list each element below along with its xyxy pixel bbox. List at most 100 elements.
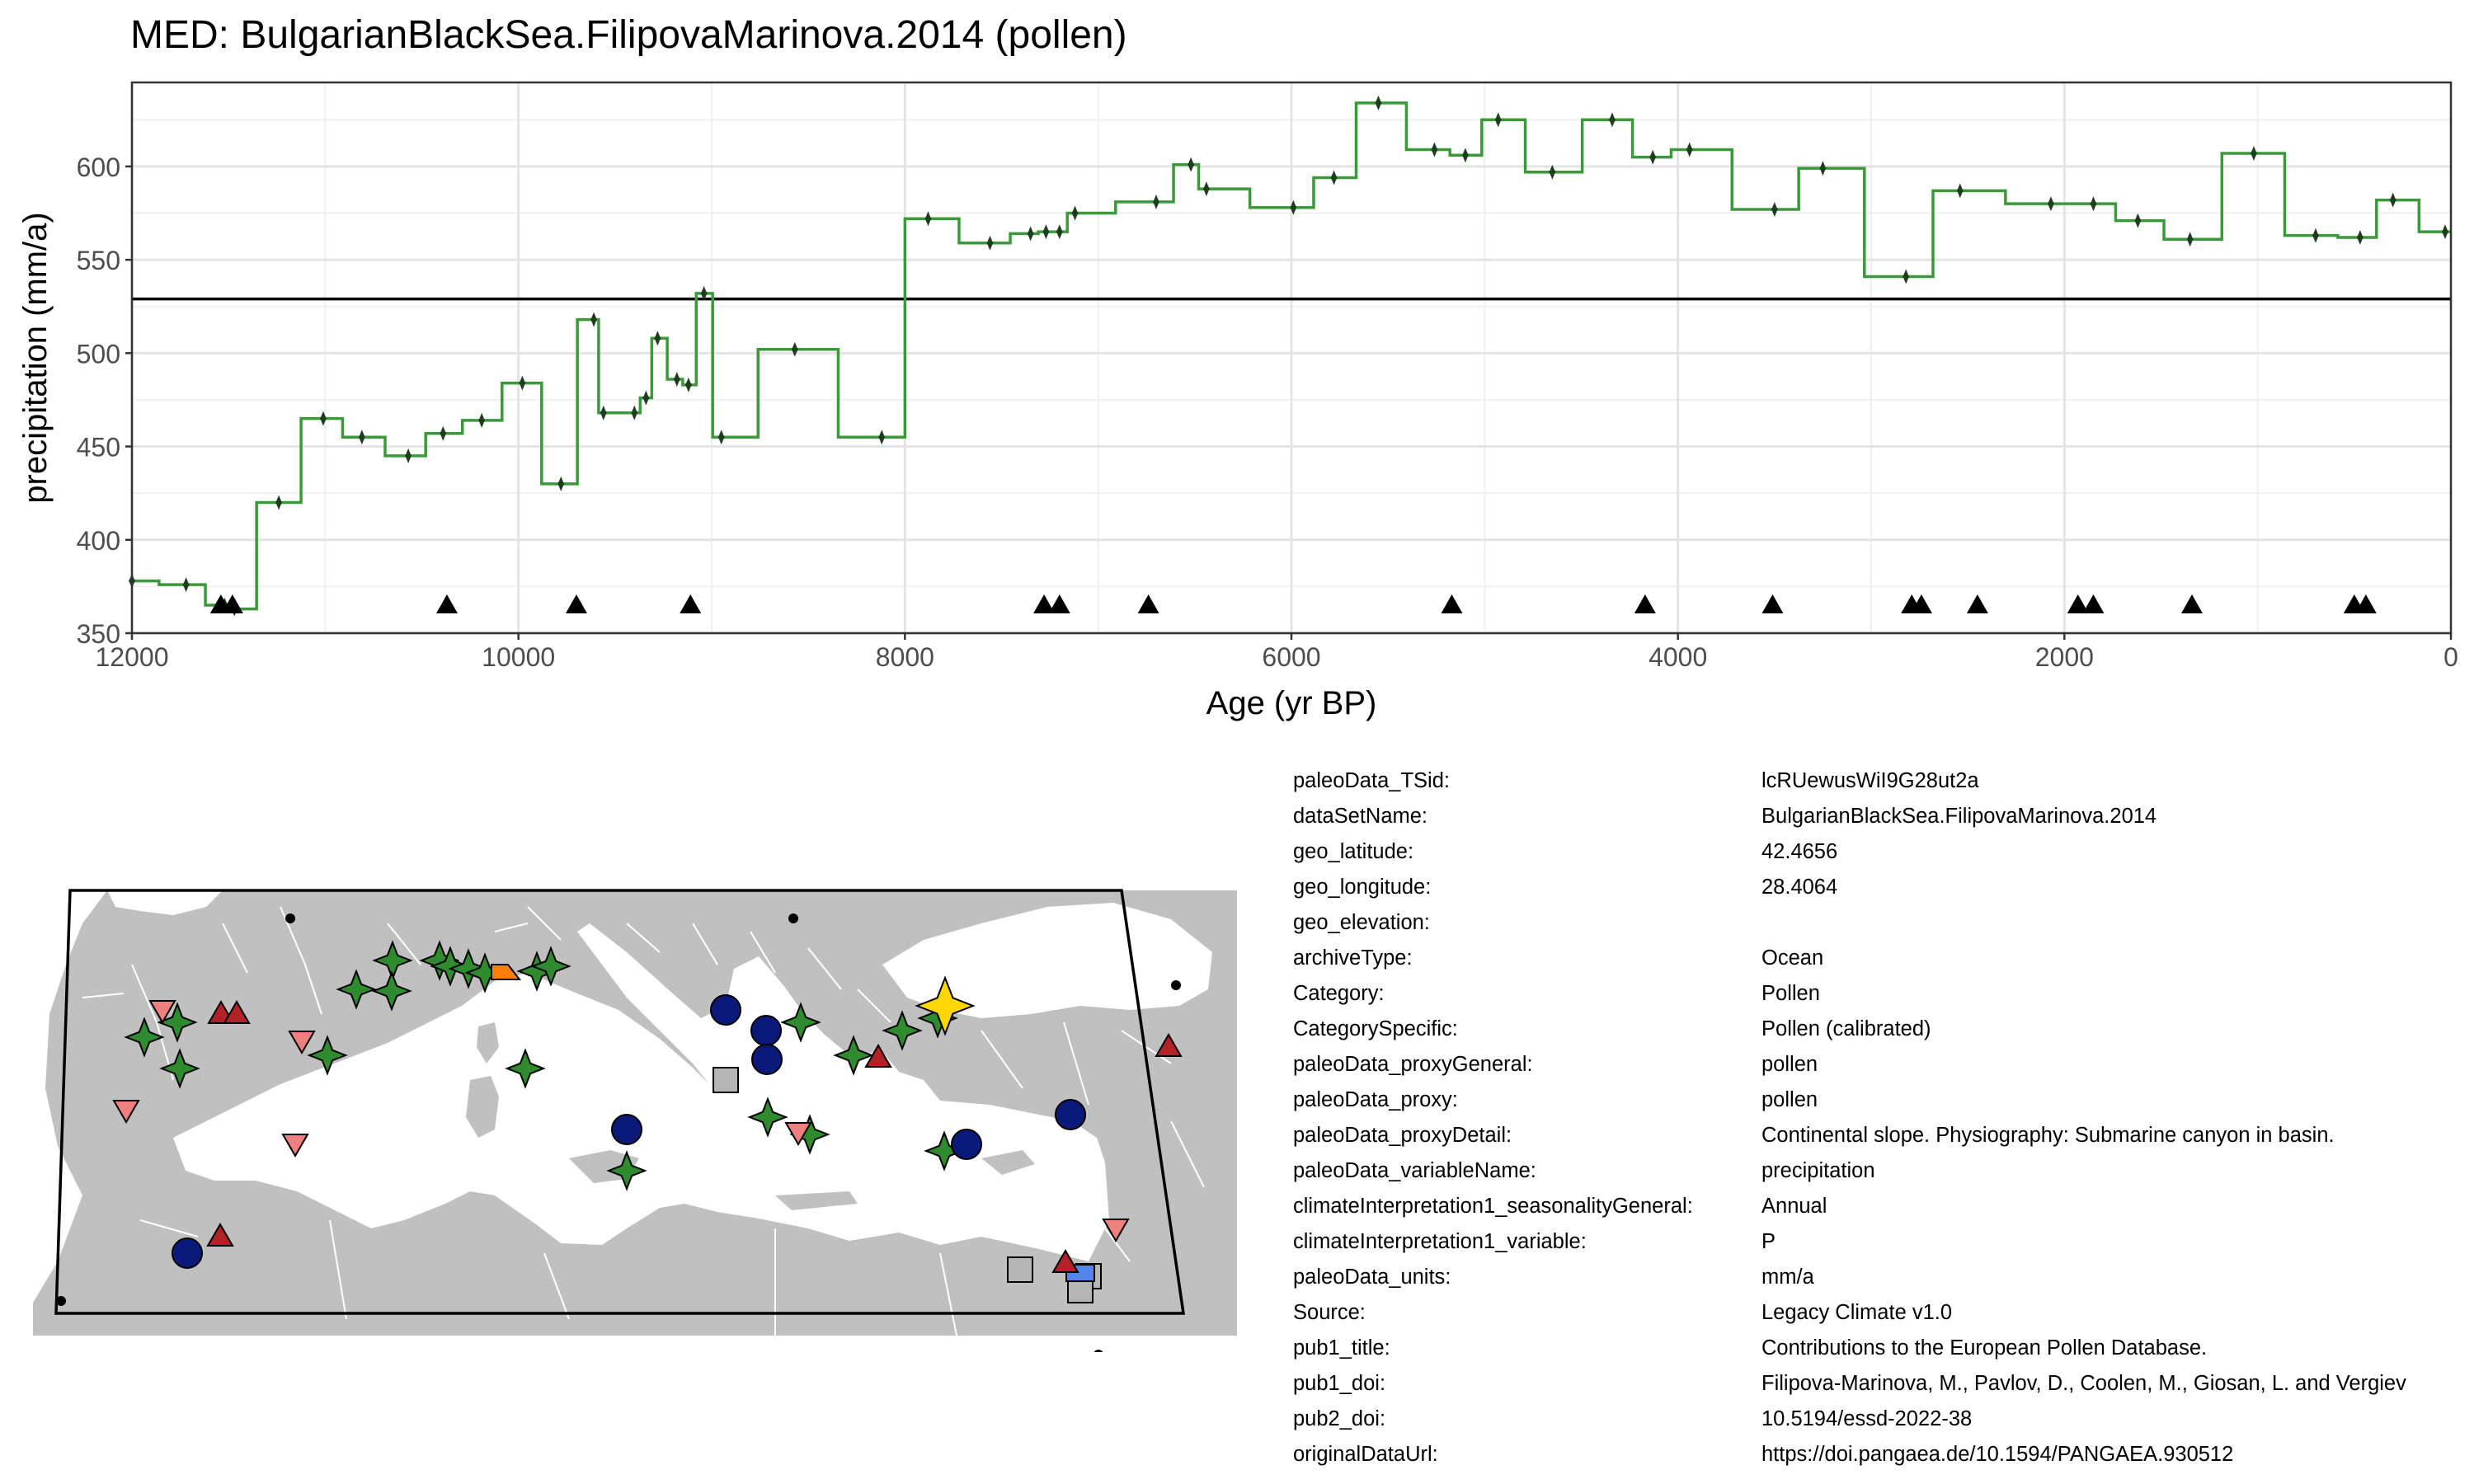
x-tick-label: 12000 (96, 642, 169, 672)
metadata-key: pub2_doi: (1293, 1407, 1386, 1430)
metadata-value: pollen (1761, 1088, 1818, 1111)
data-point (2356, 229, 2363, 245)
metadata-key: pub1_title: (1293, 1336, 1390, 1360)
metadata-key: paleoData_TSid: (1293, 769, 1450, 792)
age-marker (1137, 594, 1159, 614)
metadata-key: dataSetName: (1293, 805, 1428, 828)
age-markers (209, 594, 2377, 614)
age-marker (1910, 594, 1932, 614)
metadata-value: Legacy Climate v1.0 (1761, 1301, 1953, 1324)
metadata-value: Contributions to the European Pollen Dat… (1761, 1336, 2208, 1360)
metadata-value: 42.4656 (1761, 840, 1838, 863)
data-point (2389, 192, 2396, 208)
data-point (557, 476, 565, 491)
map-frame (54, 889, 1186, 1315)
age-marker (1033, 594, 1056, 614)
data-point (1956, 183, 1964, 199)
age-marker (1634, 594, 1656, 614)
data-point (642, 390, 650, 406)
data-point (2090, 196, 2097, 212)
metadata-value: Ocean (1761, 946, 1824, 970)
site-pollen (124, 1017, 165, 1058)
site-pollen (833, 1035, 874, 1076)
x-tick-label: 4000 (1649, 642, 1707, 672)
atlantic (33, 890, 107, 1303)
map-sites (112, 940, 1183, 1303)
age-marker (565, 594, 587, 614)
metadata-value: Filipova-Marinova, M., Pavlov, D., Coole… (1761, 1372, 2406, 1395)
site-pollen (505, 1048, 546, 1089)
site-pollen (747, 1097, 788, 1138)
data-point (1461, 148, 1469, 163)
data-point (878, 430, 886, 445)
site-triangle-down (288, 1031, 316, 1055)
site-triangle-down (112, 1100, 140, 1125)
chart-title: MED: BulgarianBlackSea.FilipovaMarinova.… (130, 13, 1127, 57)
age-marker (2082, 594, 2105, 614)
data-point (1202, 181, 1210, 197)
metadata-value: 10.5194/essd-2022-38 (1761, 1407, 1973, 1430)
data-point (1071, 205, 1079, 221)
data-point (1056, 224, 1063, 240)
site-circle (172, 1237, 203, 1269)
data-point (1290, 200, 1297, 215)
metadata-value: lcRUewusWiI9G28ut2a (1761, 769, 1979, 792)
aegean-sea (767, 1039, 891, 1138)
metadata-value: P (1761, 1230, 1776, 1253)
site-circle (710, 994, 741, 1026)
age-marker (221, 594, 243, 614)
x-tick-label: 10000 (482, 642, 555, 672)
metadata-value: Continental slope. Physiography: Submari… (1761, 1124, 2335, 1147)
y-axis-label: precipitation (mm/a) (17, 212, 54, 503)
data-point (2047, 196, 2054, 212)
age-marker (2067, 594, 2089, 614)
map-land (33, 890, 1237, 1336)
data-point (519, 375, 526, 391)
site-circle (750, 1015, 782, 1046)
age-marker (1761, 594, 1784, 614)
site-circle (1055, 1099, 1086, 1130)
frame-dot (1094, 1350, 1103, 1352)
data-point (405, 448, 412, 463)
data-point (631, 405, 638, 420)
age-marker (1048, 594, 1070, 614)
x-tick-label: 0 (2443, 642, 2458, 672)
data-point (440, 425, 447, 441)
metadata-value: https://doi.pangaea.de/10.1594/PANGAEA.9… (1761, 1443, 2234, 1466)
site-triangle-down (1102, 1219, 1130, 1243)
y-tick-label: 350 (77, 619, 120, 649)
data-point (2186, 232, 2194, 247)
black-sea (882, 903, 1212, 1018)
island-sardinia (466, 1076, 499, 1138)
metadata-key: geo_elevation: (1293, 911, 1430, 934)
y-axis: 350 400 450 500 550 600 (77, 153, 132, 649)
site-triangle (206, 1222, 234, 1247)
site-pollen (606, 1150, 647, 1191)
site-orange (491, 964, 522, 980)
site-pollen (882, 1010, 923, 1051)
data-point (319, 411, 327, 426)
site-pollen (371, 970, 412, 1012)
y-tick-label: 400 (77, 526, 120, 556)
x-tick-label: 6000 (1262, 642, 1320, 672)
site-triangle-down (784, 1122, 812, 1147)
mediterranean-sea (173, 923, 1109, 1261)
site-triangle (864, 1043, 892, 1068)
data-point (1771, 201, 1778, 217)
metadata-value: Pollen (1761, 982, 1820, 1005)
site-pollen (430, 946, 471, 987)
data-point (2312, 228, 2320, 243)
site-square (713, 1067, 739, 1093)
site-pollen (915, 975, 976, 1036)
data-point (1431, 142, 1438, 157)
data-point (358, 430, 365, 445)
island-crete (775, 1191, 858, 1210)
data-point (791, 341, 798, 357)
site-circle (611, 1114, 642, 1145)
site-triangle (223, 999, 251, 1024)
site-circle (751, 1044, 783, 1075)
x-axis-label: Age (yr BP) (1206, 685, 1377, 721)
data-point (182, 577, 190, 593)
metadata-key: paleoData_proxy: (1293, 1088, 1458, 1111)
age-marker (2180, 594, 2203, 614)
